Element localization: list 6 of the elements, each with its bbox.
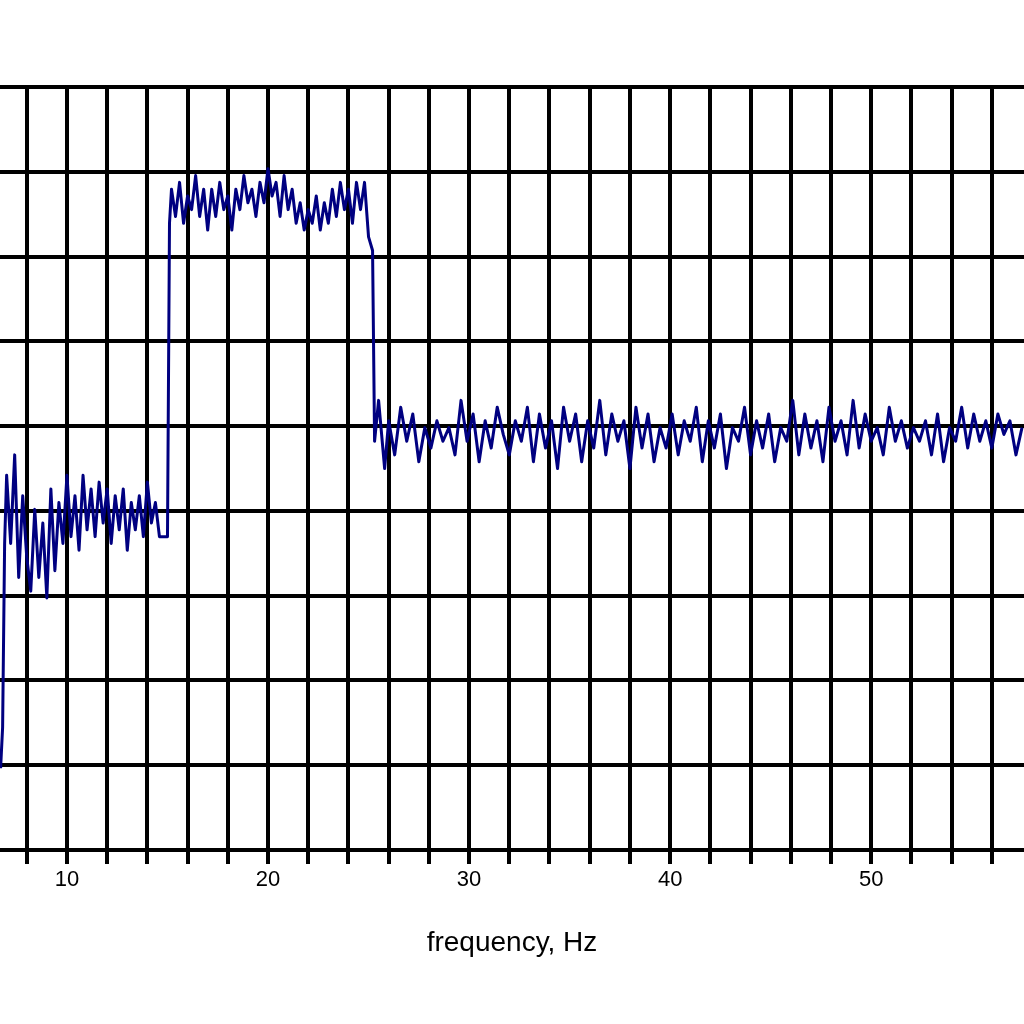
x-tick-label: 40	[657, 866, 683, 892]
x-tick-label: 20	[255, 866, 281, 892]
x-tick-label: 30	[456, 866, 482, 892]
x-tick-label: 10	[54, 866, 80, 892]
x-tick-label: 50	[858, 866, 884, 892]
x-axis-title: frequency, Hz	[426, 925, 598, 957]
